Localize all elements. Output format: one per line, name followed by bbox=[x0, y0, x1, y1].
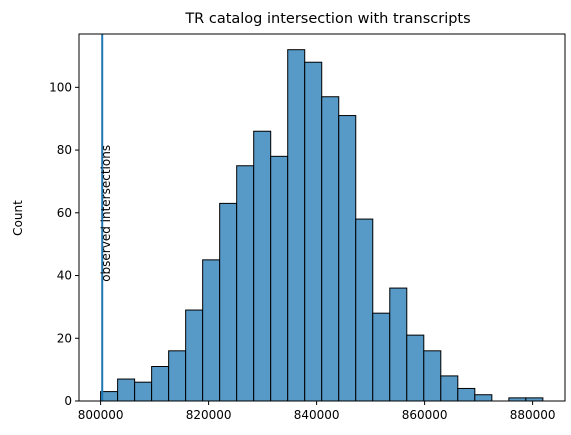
histogram-bar bbox=[457, 387, 476, 402]
histogram-bar bbox=[253, 130, 272, 402]
y-tick-label: 100 bbox=[49, 80, 72, 94]
y-axis-ticks: 0 20 40 60 80 100 bbox=[49, 80, 79, 408]
histogram-bar bbox=[406, 334, 425, 402]
histogram-bar bbox=[423, 350, 442, 402]
chart-title: TR catalog intersection with transcripts bbox=[184, 11, 470, 27]
y-tick-label: 80 bbox=[57, 143, 72, 157]
histogram-bar bbox=[151, 365, 170, 402]
histogram-bar bbox=[134, 381, 153, 402]
histogram-bar bbox=[321, 96, 340, 402]
histogram-bar bbox=[270, 155, 289, 402]
histogram-bar bbox=[355, 218, 374, 402]
histogram-bars bbox=[100, 49, 544, 402]
y-tick-label: 40 bbox=[57, 269, 72, 283]
histogram-bar bbox=[219, 202, 238, 402]
x-tick-label: 860000 bbox=[402, 408, 448, 422]
observed-line-label: observed intersections bbox=[99, 145, 113, 282]
histogram-bar bbox=[338, 115, 357, 402]
x-tick-label: 840000 bbox=[294, 408, 340, 422]
x-axis-ticks: 800000 820000 840000 860000 880000 bbox=[78, 401, 556, 422]
histogram-bar bbox=[304, 61, 323, 402]
plot-frame bbox=[78, 33, 566, 402]
y-tick-label: 0 bbox=[64, 394, 72, 408]
histogram-bar bbox=[372, 312, 391, 402]
x-tick-label: 800000 bbox=[78, 408, 124, 422]
y-tick-label: 20 bbox=[57, 331, 72, 345]
histogram-bar bbox=[389, 287, 408, 402]
x-tick-label: 820000 bbox=[186, 408, 232, 422]
y-axis-label: Count bbox=[11, 200, 25, 236]
histogram-bar bbox=[117, 378, 136, 402]
histogram-bar bbox=[202, 259, 221, 402]
histogram-bar bbox=[440, 375, 459, 402]
histogram-bar bbox=[168, 350, 187, 402]
histogram-bar bbox=[185, 309, 204, 402]
observed-line-group: observed intersections bbox=[99, 34, 113, 401]
y-tick-label: 60 bbox=[57, 206, 72, 220]
histogram-bar bbox=[287, 49, 306, 402]
histogram-bar bbox=[474, 394, 493, 402]
histogram-bar bbox=[236, 165, 255, 402]
x-tick-label: 880000 bbox=[510, 408, 556, 422]
